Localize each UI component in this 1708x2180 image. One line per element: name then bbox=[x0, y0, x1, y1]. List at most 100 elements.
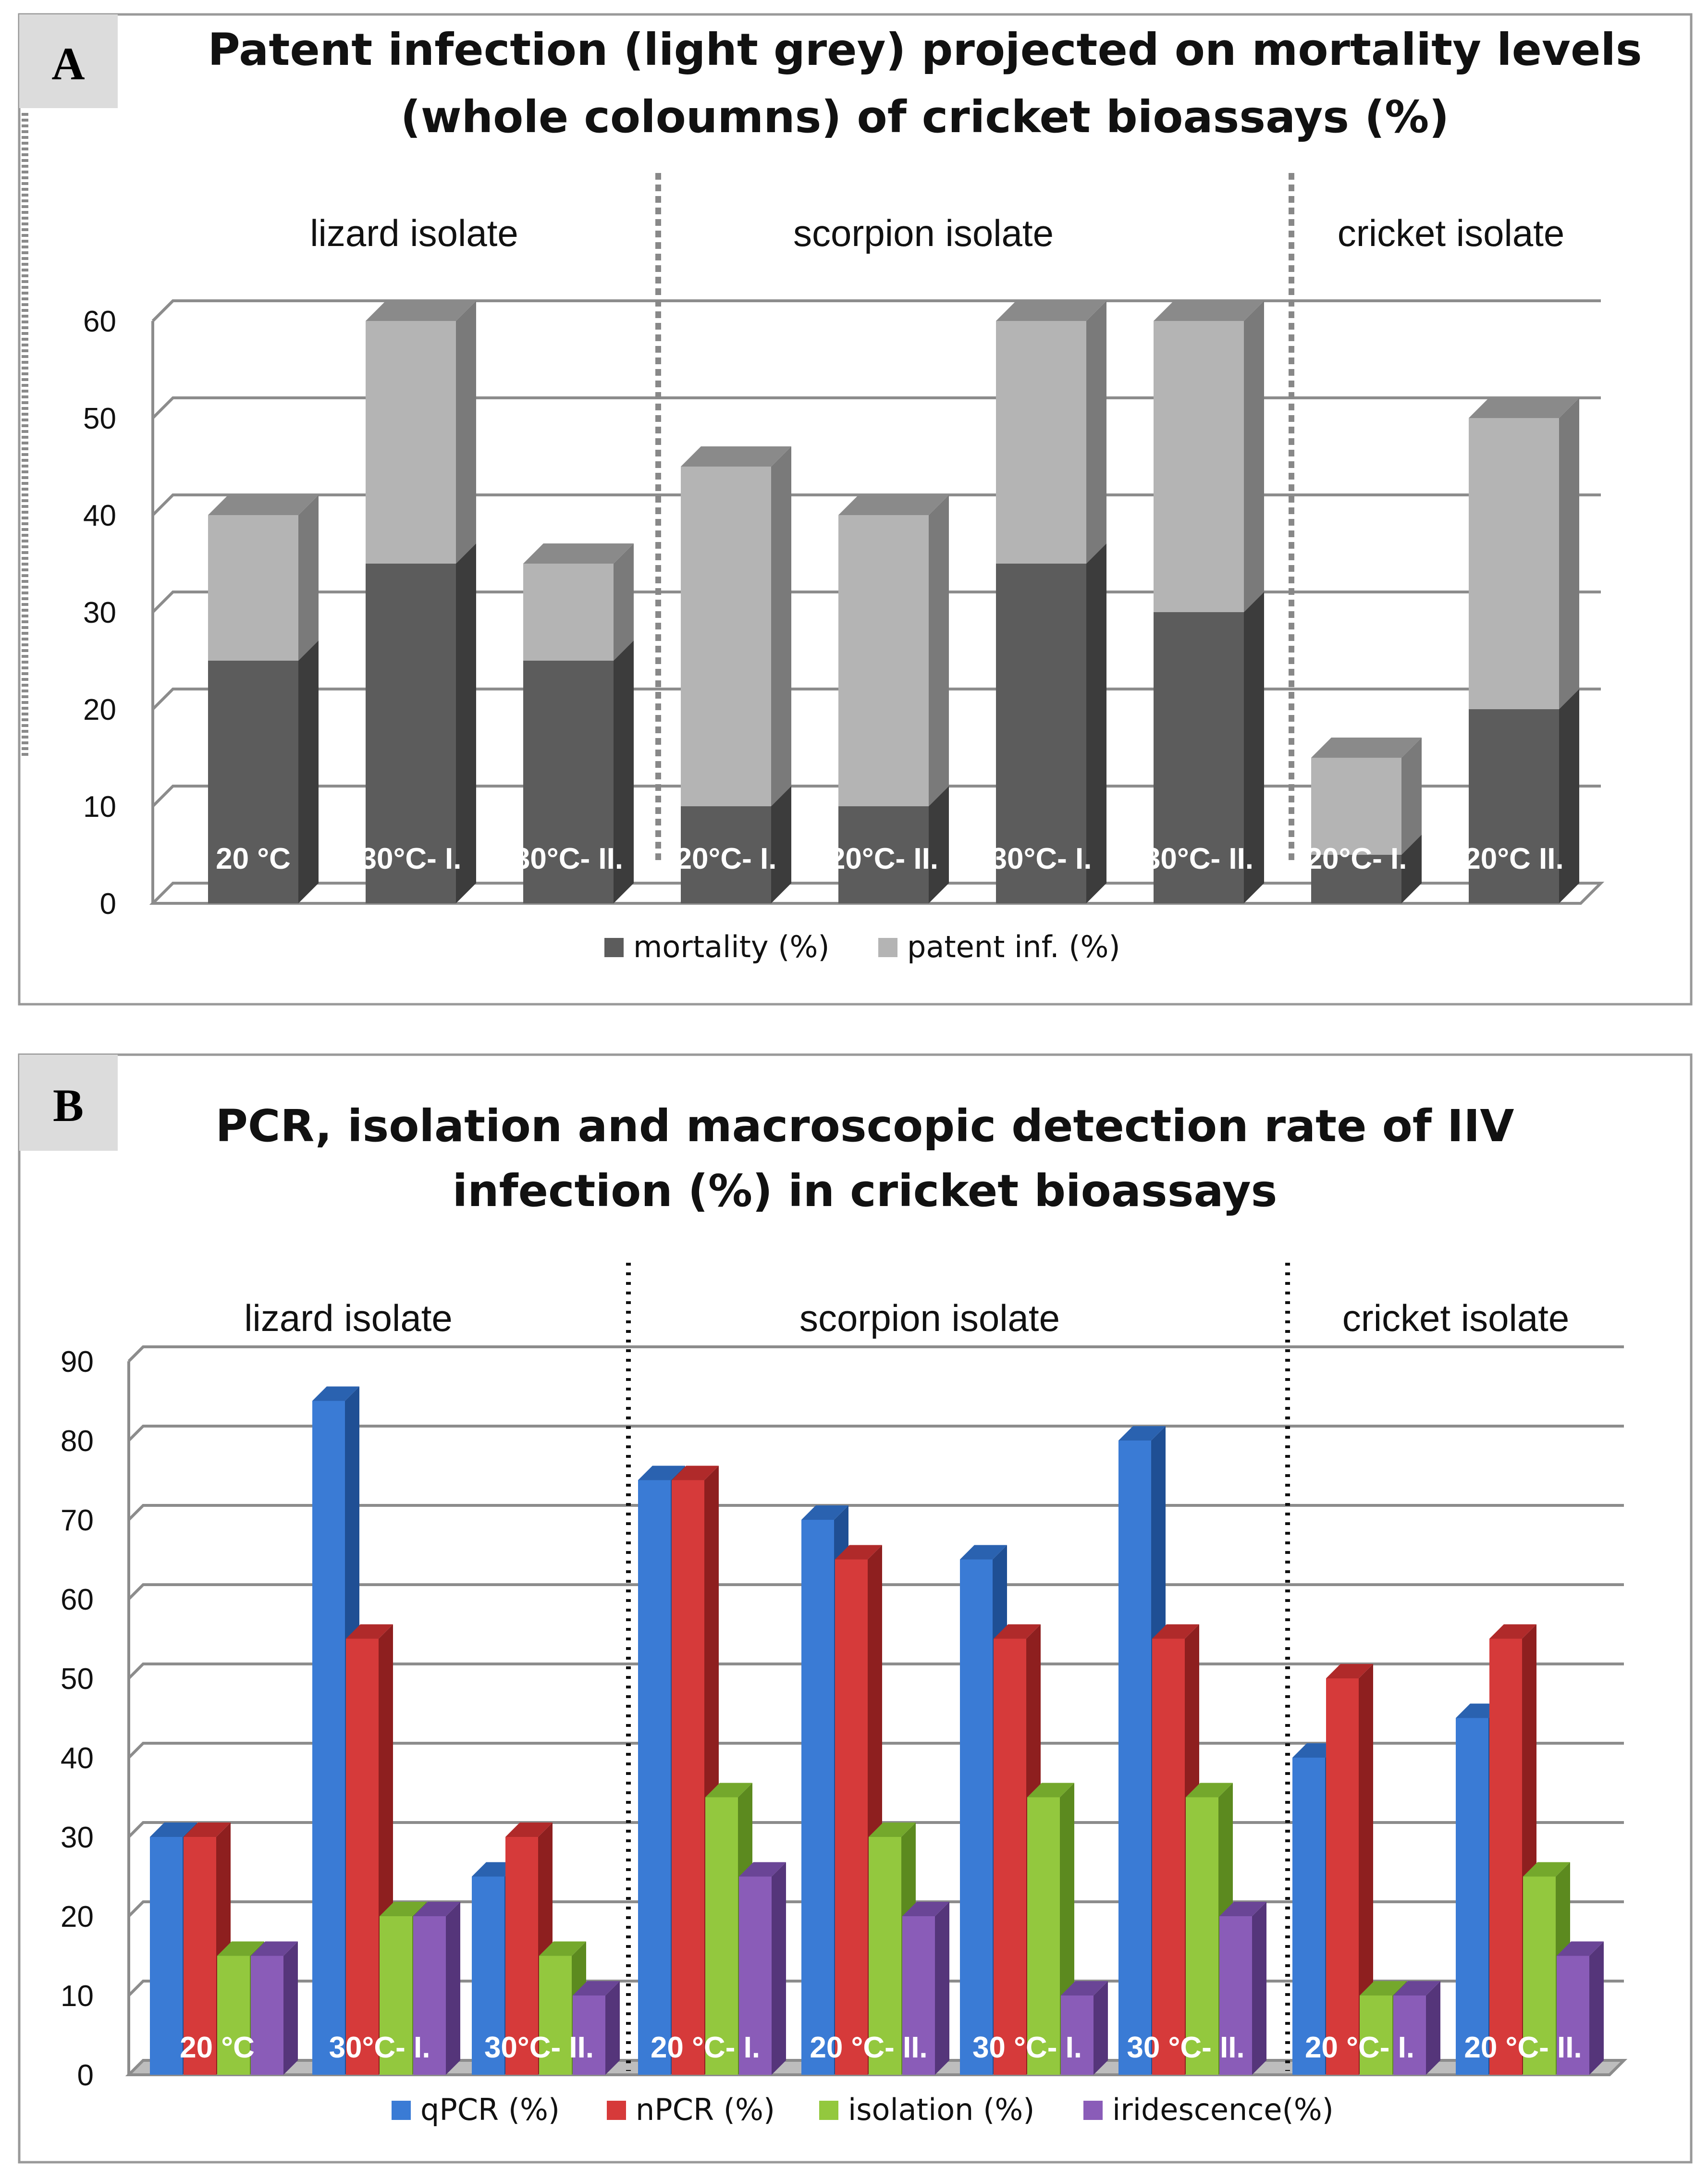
panel-b-bar-7-isolation-top bbox=[1186, 1783, 1233, 1798]
legend-swatch-iridescence bbox=[1083, 2101, 1103, 2120]
legend-swatch-qpcr bbox=[392, 2101, 411, 2120]
panel-b-category-label-9: 20 °C- II. bbox=[1464, 2031, 1582, 2064]
panel-b-bar-6-iridescence bbox=[1061, 1981, 1108, 2075]
legend-label-iridescence: iridescence(%) bbox=[1112, 2092, 1334, 2127]
panel-a-bar-5-patent-front bbox=[838, 515, 929, 806]
panel-b-bar-7-qpcr-front bbox=[1118, 1441, 1151, 2075]
panel-a-bar-8-patent-top bbox=[1311, 738, 1422, 758]
panel-b-bar-6-iridescence-top bbox=[1061, 1981, 1108, 1995]
panel-b-bar-3-iridescence bbox=[573, 1981, 620, 2075]
panel-b-bar-9-iridescence bbox=[1557, 1941, 1604, 2075]
panel-b-bar-9-isolation-top bbox=[1523, 1862, 1570, 1877]
panel-b-bar-6-npcr-top bbox=[994, 1624, 1041, 1639]
panel-a-bar-4 bbox=[681, 446, 791, 903]
panel-a-bar-6-mortality-front bbox=[996, 564, 1086, 903]
panel-a-bar-8-mortality-side bbox=[1401, 835, 1422, 903]
panel-b-bar-5-qpcr-front bbox=[801, 1520, 834, 2075]
panel-b-bar-3-isolation-top bbox=[539, 1941, 586, 1956]
panel-a-bar-3-mortality-side bbox=[614, 640, 634, 903]
panel-a-bar-6 bbox=[996, 301, 1106, 903]
panel-b-bar-1-iridescence-side bbox=[283, 1941, 298, 2075]
panel-b-bar-8-npcr bbox=[1326, 1664, 1373, 2075]
panel-b-bar-9-iridescence-side bbox=[1589, 1941, 1604, 2075]
legend-label-npcr: nPCR (%) bbox=[636, 2092, 775, 2127]
panel-a-bar-5 bbox=[838, 495, 949, 903]
panel-b-bar-7-iridescence-front bbox=[1219, 1916, 1252, 2075]
panel-a-bar-1-mortality-side bbox=[298, 640, 319, 903]
panel-a-bar-9-patent bbox=[1469, 398, 1579, 709]
panel-b-bar-1-iridescence-top bbox=[251, 1941, 298, 1956]
panel-b-bar-9-isolation-front bbox=[1523, 1876, 1556, 2075]
panel-a-bar-8-patent-front bbox=[1311, 758, 1401, 855]
panel-a-bar-6-mortality-side bbox=[1086, 543, 1106, 903]
panel-b-bar-1-npcr-front bbox=[184, 1837, 216, 2075]
b-ytick-40: 40 bbox=[61, 1742, 94, 1775]
panel-a-bar-6-patent bbox=[996, 301, 1106, 564]
legend-swatch-npcr bbox=[607, 2101, 626, 2120]
panel-a-bar-3-patent-top bbox=[523, 543, 634, 564]
panel-a-title-line1: Patent infection (light grey) projected … bbox=[208, 24, 1642, 75]
panel-b-bar-1-qpcr-top bbox=[150, 1823, 197, 1837]
panel-a-category-label-4: 20°C- I. bbox=[676, 842, 777, 875]
panel-a: A Patent infection (light grey) projecte… bbox=[18, 13, 1693, 1006]
panel-b-bar-group-8 bbox=[1292, 1664, 1440, 2075]
panel-b-category-label-6: 30 °C- I. bbox=[972, 2031, 1082, 2064]
panel-b-bar-5-qpcr-top bbox=[801, 1505, 848, 1520]
panel-b-bar-9-npcr-front bbox=[1489, 1638, 1522, 2075]
panel-b-bar-group-4 bbox=[638, 1466, 786, 2075]
panel-b-bar-group-5 bbox=[801, 1505, 949, 2075]
panel-b-bar-7-iridescence bbox=[1219, 1902, 1266, 2075]
panel-a-group-lizard: lizard isolate bbox=[310, 212, 518, 254]
panel-b-bar-2-qpcr-front bbox=[312, 1401, 345, 2075]
panel-a-bar-2-patent-front bbox=[366, 321, 456, 564]
legend-label-isolation: isolation (%) bbox=[848, 2092, 1034, 2127]
panel-a-bar-9-patent-top bbox=[1469, 398, 1579, 418]
panel-b-group-scorpion: scorpion isolate bbox=[799, 1297, 1060, 1339]
panel-a-bar-3 bbox=[523, 543, 634, 903]
b-gridline-80 bbox=[127, 1425, 1624, 1442]
panel-b-category-label-2: 30°C- I. bbox=[329, 2031, 430, 2064]
panel-b-category-label-7: 30 °C- II. bbox=[1127, 2031, 1244, 2064]
panel-a-bar-7-patent-top bbox=[1154, 301, 1264, 321]
panel-b-category-label-1: 20 °C bbox=[180, 2031, 255, 2064]
a-gridline-50 bbox=[151, 396, 1601, 419]
panel-b-bar-2-isolation-front bbox=[380, 1916, 412, 2075]
legend-swatch-isolation bbox=[819, 2101, 838, 2120]
panel-b-bar-7-iridescence-side bbox=[1252, 1902, 1266, 2075]
b-ytick-70: 70 bbox=[61, 1504, 94, 1537]
panel-b-bar-4-iridescence-top bbox=[739, 1862, 786, 1877]
panel-a-bar-2-mortality-front bbox=[366, 564, 456, 903]
panel-a-bar-2-patent bbox=[366, 301, 476, 564]
panel-b-letter-box bbox=[19, 1055, 118, 1151]
panel-a-bar-4-mortality-front bbox=[681, 806, 771, 903]
panel-a-category-label-8: 20°C- I. bbox=[1306, 842, 1407, 875]
panel-b-bar-1-qpcr-front bbox=[150, 1837, 183, 2075]
panel-a-bar-7 bbox=[1154, 301, 1264, 903]
b-ytick-0: 0 bbox=[77, 2059, 94, 2092]
panel-b-group-cricket: cricket isolate bbox=[1342, 1297, 1570, 1339]
panel-a-bar-5-patent-top bbox=[838, 495, 949, 515]
panel-a-bar-4-patent bbox=[681, 446, 791, 806]
panel-b-bar-2-iridescence-front bbox=[413, 1916, 446, 2075]
panel-b-bar-7-isolation bbox=[1186, 1783, 1233, 2075]
b-ytick-60: 60 bbox=[61, 1583, 94, 1616]
panel-a-bar-3-patent bbox=[523, 543, 634, 661]
panel-b-bar-4-qpcr-top bbox=[638, 1466, 685, 1480]
panel-a-bar-3-patent-front bbox=[523, 564, 614, 661]
panel-b-bar-9-qpcr-front bbox=[1456, 1718, 1488, 2075]
panel-b-bar-group-7 bbox=[1118, 1426, 1266, 2075]
panel-b-bar-4-qpcr-front bbox=[638, 1480, 671, 2075]
panel-b-title-line2: infection (%) in cricket bioassays bbox=[453, 1165, 1278, 1217]
panel-b-bar-7-qpcr-top bbox=[1118, 1426, 1166, 1441]
panel-b-bar-4-iridescence-side bbox=[772, 1862, 786, 2075]
panel-a-bar-7-patent-side bbox=[1244, 301, 1264, 612]
a-ytick-60: 60 bbox=[83, 305, 116, 338]
panel-b-bar-5-isolation-top bbox=[869, 1823, 916, 1837]
panel-a-bar-6-mortality bbox=[996, 543, 1106, 903]
panel-b-bar-2-iridescence bbox=[413, 1902, 460, 2075]
legend-label-qpcr: qPCR (%) bbox=[420, 2092, 560, 2127]
panel-b-bar-5-npcr-front bbox=[835, 1559, 868, 2075]
panel-b-bar-8-iridescence-side bbox=[1426, 1981, 1440, 2075]
panel-a-letter-box bbox=[19, 14, 118, 108]
